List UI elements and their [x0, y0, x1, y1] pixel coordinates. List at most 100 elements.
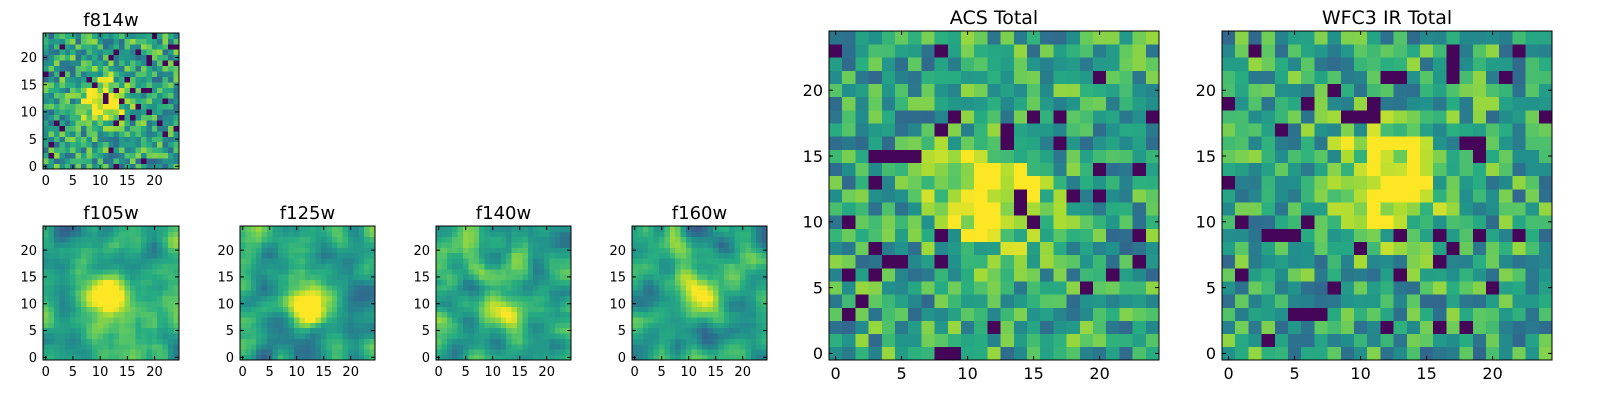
heatmap-cell: [53, 258, 60, 264]
heatmap-cell: [702, 268, 708, 275]
heatmap-cell: [353, 333, 360, 339]
heatmap-cell: [533, 338, 539, 345]
heatmap-cell: [484, 242, 491, 248]
heatmap-cell: [288, 258, 295, 264]
heatmap-cell: [468, 311, 475, 318]
heatmap-cell: [81, 71, 87, 77]
heatmap-cell: [358, 242, 365, 248]
heatmap-cell: [70, 103, 77, 110]
heatmap-cell: [734, 349, 741, 356]
heatmap-cell: [146, 338, 153, 345]
heatmap-cell: [1446, 294, 1460, 308]
heatmap-cell: [342, 247, 349, 254]
heatmap-cell: [506, 333, 512, 339]
heatmap-cell: [974, 162, 988, 177]
heatmap-cell: [1433, 31, 1447, 45]
heatmap-cell: [691, 247, 698, 254]
heatmap-cell: [468, 247, 475, 254]
heatmap-cell: [43, 130, 49, 137]
heatmap-cell: [1222, 188, 1236, 203]
heatmap-cell: [162, 54, 169, 61]
heatmap-cell: [157, 311, 164, 318]
heatmap-cell: [1288, 70, 1302, 85]
heatmap-cell: [337, 354, 343, 361]
heatmap-cell: [1288, 202, 1302, 216]
heatmap-cell: [723, 301, 730, 307]
heatmap-cell: [321, 268, 327, 275]
heatmap-cell: [1040, 44, 1054, 58]
heatmap-cell: [506, 343, 512, 350]
heatmap-cell: [162, 60, 169, 67]
heatmap-cell: [102, 147, 109, 154]
heatmap-cell: [506, 274, 512, 280]
heatmap-cell: [522, 247, 529, 254]
heatmap-cell: [64, 247, 71, 254]
heatmap-cell: [761, 338, 768, 345]
heatmap-cell: [135, 301, 142, 307]
heatmap-cell: [511, 306, 518, 313]
heatmap-cell: [1354, 83, 1368, 98]
heatmap-cell: [642, 263, 649, 270]
heatmap-cell: [1354, 215, 1368, 229]
heatmap-cell: [468, 349, 475, 356]
heatmap-cell: [659, 306, 665, 313]
heatmap-cell: [151, 317, 158, 323]
heatmap-cell: [64, 290, 71, 297]
heatmap-cell: [299, 290, 306, 297]
heatmap-cell: [544, 236, 550, 243]
heatmap-cell: [315, 242, 322, 248]
heatmap-cell: [691, 354, 698, 361]
heatmap-cell: [43, 290, 49, 297]
heatmap-cell: [1000, 162, 1015, 177]
heatmap-cell: [151, 38, 158, 45]
heatmap-cell: [81, 279, 87, 286]
heatmap-cell: [250, 284, 257, 291]
heatmap-cell: [522, 343, 529, 350]
heatmap-cell: [446, 338, 453, 345]
heatmap-cell: [173, 141, 180, 148]
heatmap-cell: [81, 247, 87, 254]
heatmap-cell: [304, 333, 311, 339]
heatmap-cell: [740, 263, 746, 270]
heatmap-cell: [59, 311, 66, 318]
heatmap-cell: [1340, 241, 1355, 256]
heatmap-cell: [533, 258, 539, 264]
heatmap-cell: [43, 60, 49, 67]
heatmap-cell: [81, 92, 87, 99]
heatmap-cell: [1066, 254, 1081, 269]
heatmap-cell: [1301, 44, 1315, 58]
heatmap-cell: [664, 247, 671, 254]
heatmap-cell: [549, 231, 556, 238]
heatmap-cell: [436, 252, 442, 259]
heatmap-cell: [1248, 136, 1262, 150]
heatmap-cell: [457, 236, 464, 243]
heatmap-cell: [829, 307, 843, 321]
heatmap-cell: [294, 284, 300, 291]
heatmap-cell: [364, 252, 370, 259]
heatmap-cell: [1433, 123, 1447, 137]
heatmap-cell: [331, 231, 338, 238]
heatmap-cell: [75, 136, 82, 143]
heatmap-cell: [691, 338, 698, 345]
heatmap-cell: [43, 38, 49, 45]
heatmap-cell: [446, 322, 453, 329]
heatmap-cell: [490, 263, 496, 270]
heatmap-cell: [321, 322, 327, 329]
heatmap-cell: [1079, 320, 1094, 335]
heatmap-cell: [961, 175, 975, 190]
heatmap-cell: [527, 279, 534, 286]
heatmap-cell: [1446, 109, 1460, 124]
heatmap-cell: [331, 258, 338, 264]
heatmap-cell: [130, 301, 136, 307]
heatmap-cell: [1119, 149, 1133, 163]
heatmap-cell: [113, 49, 120, 56]
heatmap-cell: [1420, 188, 1434, 203]
heatmap-cell: [1459, 228, 1474, 242]
heatmap-cell: [124, 274, 131, 280]
heatmap-cell: [358, 322, 365, 329]
heatmap-cell: [140, 54, 147, 61]
heatmap-cell: [130, 76, 136, 83]
heatmap-cell: [659, 274, 665, 280]
heatmap-cell: [1446, 241, 1460, 256]
heatmap-cell: [267, 290, 273, 297]
